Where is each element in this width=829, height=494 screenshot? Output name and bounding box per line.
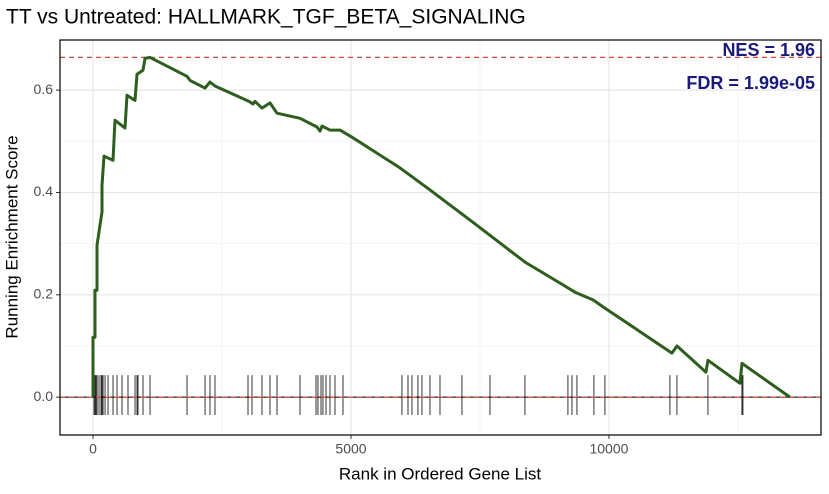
annotation: FDR = 1.99e-05 — [686, 73, 815, 93]
x-tick-label: 5000 — [335, 441, 366, 457]
enrichment-line — [91, 55, 791, 399]
y-tick-label: 0.2 — [34, 286, 54, 302]
y-axis-title: Running Enrichment Score — [2, 135, 21, 338]
panel-border — [59, 39, 822, 436]
x-tick-label: 10000 — [589, 441, 628, 457]
x-tick-label: 0 — [89, 441, 97, 457]
chart-title: TT vs Untreated: HALLMARK_TGF_BETA_SIGNA… — [6, 6, 526, 29]
x-axis-title: Rank in Ordered Gene List — [339, 464, 541, 483]
y-tick-label: 0.4 — [34, 183, 54, 199]
y-tick-label: 0.6 — [34, 81, 54, 97]
annotation: NES = 1.96 — [722, 40, 815, 60]
y-tick-label: 0.0 — [34, 388, 54, 404]
